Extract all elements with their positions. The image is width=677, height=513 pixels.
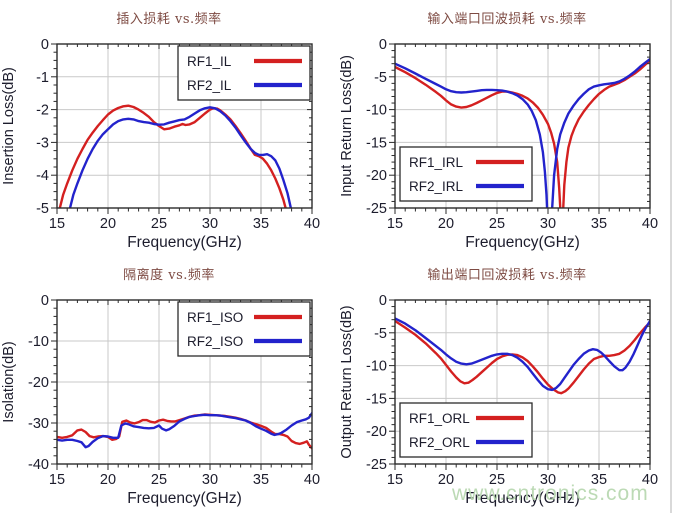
svg-text:25: 25: [151, 216, 167, 232]
svg-text:35: 35: [591, 472, 607, 488]
y-axis-label: Input Return Loss(dB): [339, 55, 355, 197]
y-axis-label: Insertion Loss(dB): [1, 67, 17, 185]
insertion-loss-panel: 插入损耗 vs.频率 15 20 25 30 35 40 0 -1 -2 -3 -4 -5 Freque…: [0, 0, 338, 256]
svg-text:-20: -20: [28, 375, 49, 391]
output-return-loss-title: 输出端口回波损耗 vs.频率: [427, 268, 587, 283]
input-return-loss-title: 输入端口回波损耗 vs.频率: [427, 12, 587, 27]
svg-text:0: 0: [41, 293, 49, 309]
right-edge-strip: [670, 0, 672, 513]
legend-label: RF2_ORL: [409, 435, 470, 450]
svg-text:-15: -15: [366, 135, 387, 151]
svg-text:35: 35: [253, 216, 269, 232]
svg-text:-5: -5: [36, 201, 49, 217]
svg-text:15: 15: [387, 216, 403, 232]
x-axis-label: Frequency(GHz): [465, 490, 580, 507]
svg-text:20: 20: [100, 472, 116, 488]
svg-text:15: 15: [49, 216, 65, 232]
axis-ticks: [51, 299, 313, 470]
svg-text:40: 40: [304, 216, 320, 232]
svg-text:-10: -10: [366, 103, 387, 119]
svg-text:-1: -1: [36, 70, 49, 86]
svg-text:-10: -10: [366, 359, 387, 375]
svg-text:-25: -25: [366, 457, 387, 473]
legend-label: RF1_ISO: [187, 310, 243, 325]
series-RF1_IL: [58, 104, 287, 208]
svg-text:-20: -20: [366, 168, 387, 184]
legend-label: RF1_IRL: [409, 155, 464, 170]
tick-labels: 15 20 25 30 35 40 0 -10 -20 -30 -40: [28, 293, 320, 488]
y-axis-label: Output Return Loss(dB): [339, 305, 355, 458]
isolation-chart: 15 20 25 30 35 40 0 -10 -20 -30 -40 Frequency(GHz) I…: [1, 293, 320, 507]
legend: RF1_ORL RF2_ORL: [399, 402, 533, 458]
input-return-loss-chart: 15 20 25 30 35 40 0 -5 -10 -15 -20 -25 Frequency(GHz…: [339, 37, 658, 251]
tick-labels: 15 20 25 30 35 40 0 -5 -10 -15 -20 -25: [366, 37, 658, 232]
svg-text:20: 20: [438, 472, 454, 488]
svg-text:0: 0: [379, 293, 387, 309]
svg-text:30: 30: [540, 216, 556, 232]
svg-text:-10: -10: [28, 334, 49, 350]
series-RF1_ORL: [395, 319, 650, 395]
insertion-loss-chart: 15 20 25 30 35 40 0 -1 -2 -3 -4 -5 Frequency(GHz) Ins…: [1, 37, 320, 251]
tick-labels: 15 20 25 30 35 40 0 -5 -10 -15 -20 -25: [366, 293, 658, 488]
svg-text:-30: -30: [28, 416, 49, 432]
axis-ticks: [389, 299, 651, 470]
insertion-loss-title: 插入损耗 vs.频率: [116, 12, 222, 27]
svg-text:15: 15: [49, 472, 65, 488]
legend: RF1_IRL RF2_IRL: [399, 146, 533, 202]
legend-label: RF1_ORL: [409, 411, 470, 426]
tick-labels: 15 20 25 30 35 40 0 -1 -2 -3 -4 -5: [36, 37, 320, 232]
isolation-title: 隔离度 vs.频率: [123, 268, 215, 283]
series-RF2_IL: [68, 106, 293, 208]
x-axis-label: Frequency(GHz): [127, 234, 242, 251]
output-return-loss-chart: 15 20 25 30 35 40 0 -5 -10 -15 -20 -25 Frequency(GHz…: [339, 293, 658, 507]
svg-text:30: 30: [202, 216, 218, 232]
svg-text:0: 0: [41, 37, 49, 53]
svg-text:-5: -5: [374, 70, 387, 86]
isolation-panel: 隔离度 vs.频率 15 20 25 30 35 40 0 -10 -20 -30 -40 Frequ…: [0, 256, 338, 512]
svg-text:35: 35: [253, 472, 269, 488]
svg-text:-20: -20: [366, 424, 387, 440]
svg-text:0: 0: [379, 37, 387, 53]
legend-label: RF2_IL: [187, 78, 232, 93]
legend: RF1_IL RF2_IL: [177, 45, 311, 101]
svg-text:25: 25: [151, 472, 167, 488]
series-RF2_ISO: [57, 411, 312, 449]
svg-text:15: 15: [387, 472, 403, 488]
svg-text:-3: -3: [36, 135, 49, 151]
series-RF2_ORL: [395, 317, 650, 392]
svg-text:30: 30: [540, 472, 556, 488]
svg-text:40: 40: [642, 216, 658, 232]
plot-frame: [394, 299, 651, 465]
y-axis-label: Isolation(dB): [1, 341, 17, 422]
legend-label: RF2_ISO: [187, 334, 243, 349]
svg-text:-5: -5: [374, 326, 387, 342]
svg-text:-40: -40: [28, 457, 49, 473]
svg-text:-2: -2: [36, 103, 49, 119]
svg-text:20: 20: [438, 216, 454, 232]
x-axis-label: Frequency(GHz): [465, 234, 580, 251]
svg-text:25: 25: [489, 472, 505, 488]
legend-label: RF1_IL: [187, 54, 232, 69]
plot-frame: [394, 43, 651, 209]
svg-text:35: 35: [591, 216, 607, 232]
svg-text:40: 40: [304, 472, 320, 488]
svg-text:25: 25: [489, 216, 505, 232]
svg-text:-4: -4: [36, 168, 49, 184]
svg-text:20: 20: [100, 216, 116, 232]
axis-ticks: [389, 43, 651, 214]
svg-text:-15: -15: [366, 391, 387, 407]
series-RF1_IRL: [395, 59, 650, 208]
svg-text:-25: -25: [366, 201, 387, 217]
series-RF2_IRL: [395, 57, 650, 208]
input-return-loss-panel: 输入端口回波损耗 vs.频率 15 20 25 30 35 40 0 -5 -10 -15 -20 -…: [338, 0, 676, 256]
svg-text:40: 40: [642, 472, 658, 488]
svg-text:30: 30: [202, 472, 218, 488]
legend: RF1_ISO RF2_ISO: [177, 301, 311, 357]
legend-label: RF2_IRL: [409, 179, 464, 194]
x-axis-label: Frequency(GHz): [127, 490, 242, 507]
output-return-loss-panel: 输出端口回波损耗 vs.频率 15 20 25 30 35 40 0 -5 -10 -15 -20 -…: [338, 256, 676, 512]
